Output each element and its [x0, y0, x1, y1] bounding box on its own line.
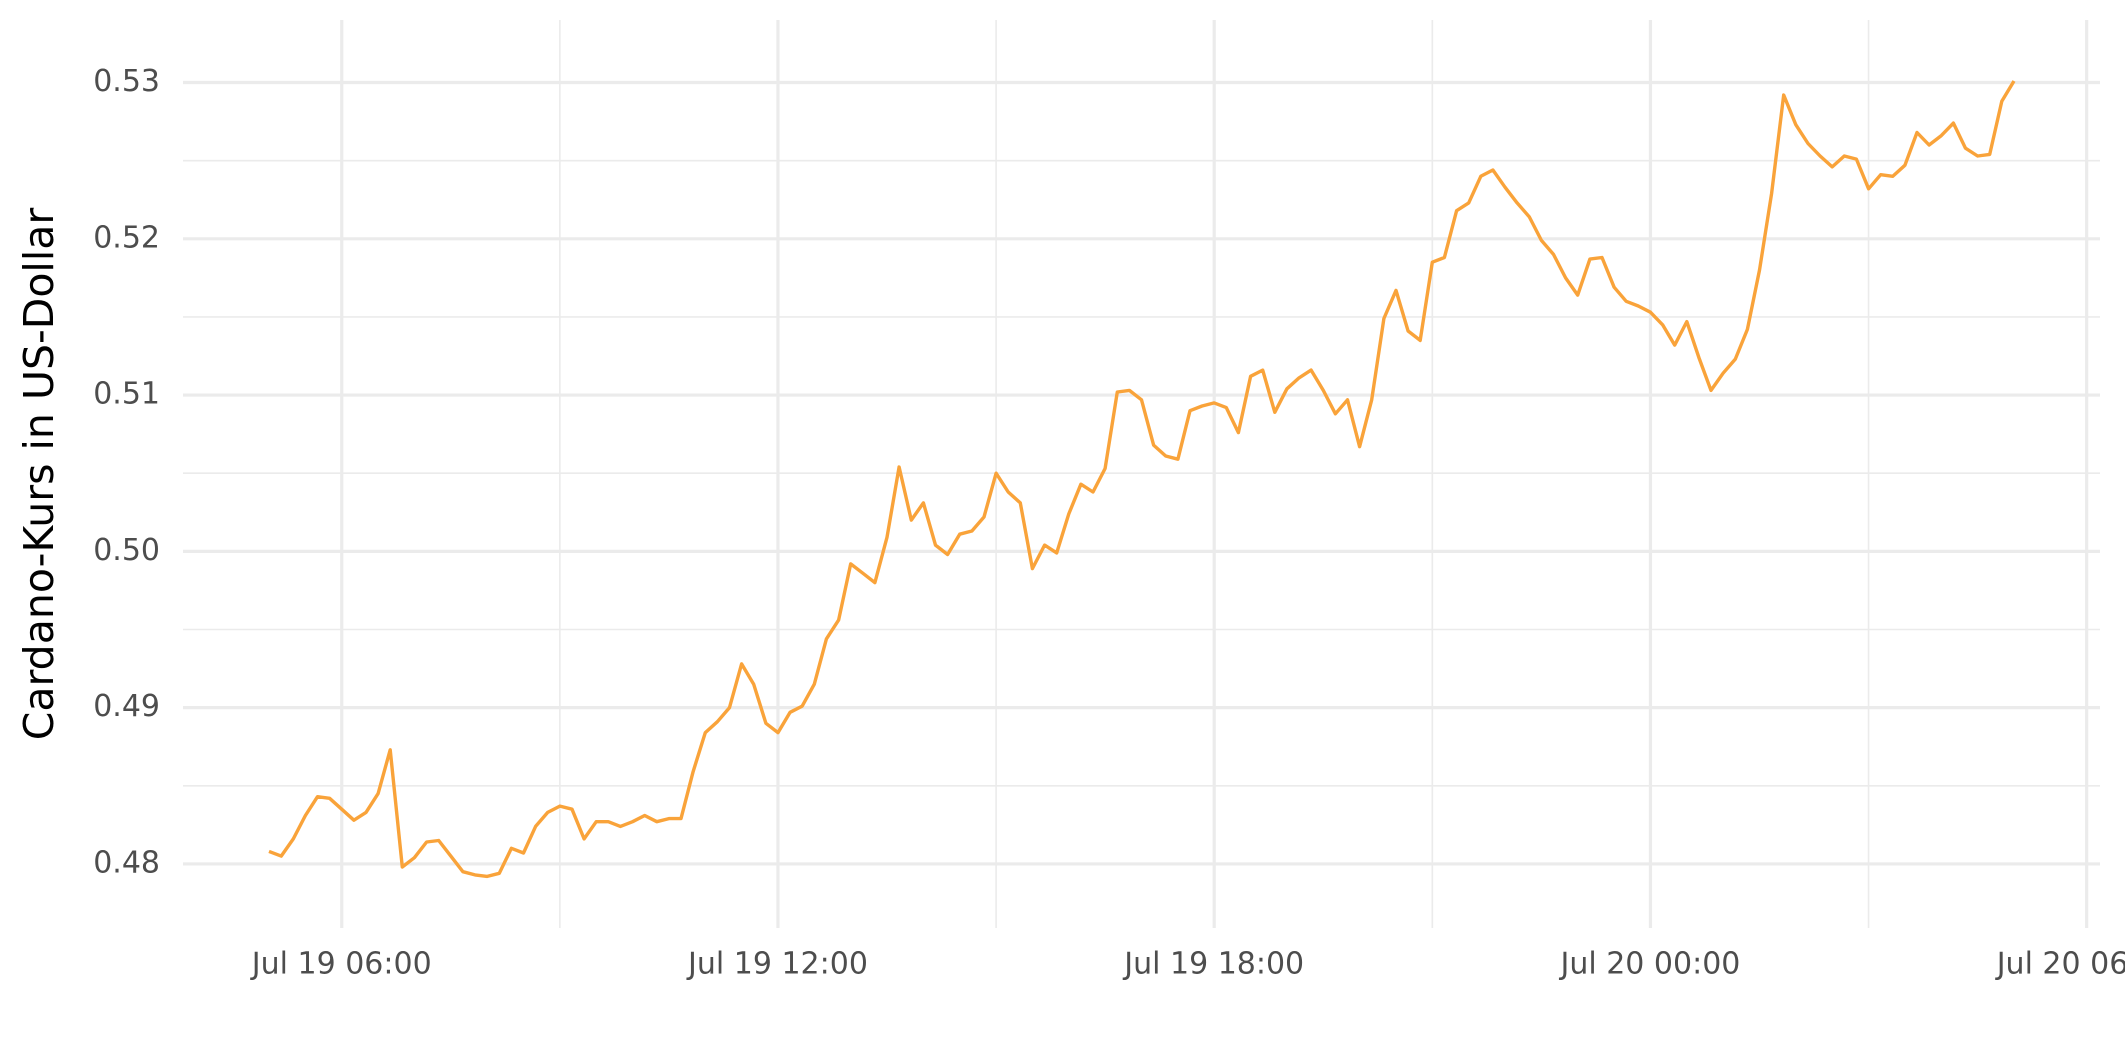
x-tick-label: Jul 19 06:00 — [250, 947, 432, 982]
x-tick-label: Jul 19 18:00 — [1122, 947, 1304, 982]
y-tick-label: 0.52 — [93, 220, 160, 255]
price-line — [268, 80, 2016, 879]
y-axis-title: Cardano-Kurs in US-Dollar — [15, 208, 63, 741]
y-tick-label: 0.50 — [93, 533, 160, 568]
x-tick-label: Jul 20 00:00 — [1558, 947, 1740, 982]
y-tick-label: 0.51 — [93, 377, 160, 412]
x-tick-label: Jul 20 06:00 — [1995, 947, 2125, 982]
y-tick-label: 0.48 — [93, 845, 160, 880]
y-tick-label: 0.49 — [93, 689, 160, 724]
y-tick-label: 0.53 — [93, 64, 160, 99]
x-tick-label: Jul 19 12:00 — [686, 947, 868, 982]
